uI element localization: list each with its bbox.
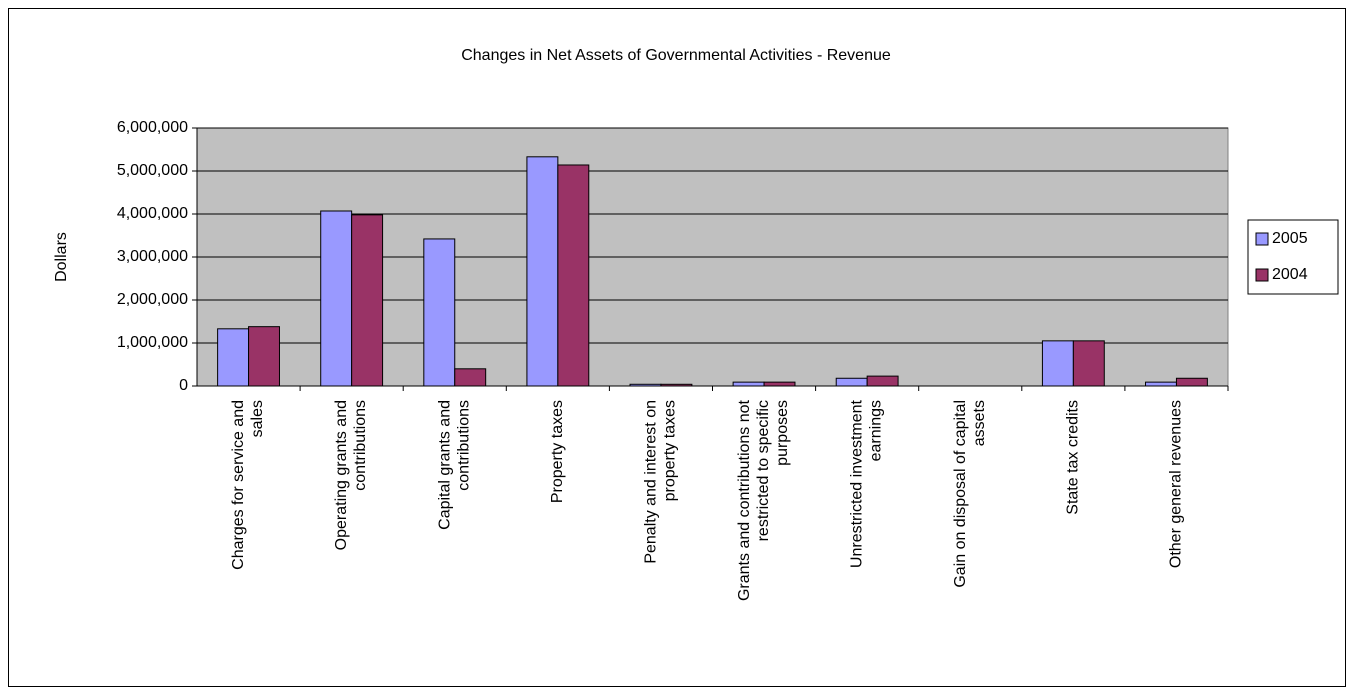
legend-label: 2004 [1272, 266, 1308, 283]
x-tick-label: Other general revenues [1168, 400, 1185, 568]
bar [1041, 340, 1074, 387]
y-tick-label: 4,000,000 [117, 205, 188, 222]
bar [763, 381, 796, 387]
bar [351, 214, 384, 387]
legend-swatch [1255, 232, 1269, 246]
y-tick-label: 6,000,000 [117, 119, 188, 136]
legend-swatch [1255, 268, 1269, 282]
legend-label: 2005 [1272, 230, 1308, 247]
bar [1145, 381, 1177, 387]
bar [423, 238, 456, 387]
x-tick-label: Grants and contributions not restricted t… [736, 399, 791, 601]
y-tick-label: 1,000,000 [117, 334, 188, 351]
x-tick-label: Unrestricted investment earnings [849, 399, 885, 568]
x-tick-label: Charges for service and sales [230, 400, 266, 570]
bar [320, 210, 353, 387]
y-axis-label: Dollars [53, 232, 70, 282]
y-tick-label: 0 [179, 377, 188, 394]
y-tick-label: 5,000,000 [117, 162, 188, 179]
y-tick-label: 2,000,000 [117, 291, 188, 308]
bar [660, 383, 693, 387]
bar [1072, 340, 1105, 387]
bar [454, 368, 487, 387]
legend-box [1247, 219, 1339, 295]
x-tick-label: Penalty and interest on property taxes [643, 400, 679, 564]
y-tick-label: 3,000,000 [117, 248, 188, 265]
bar [629, 383, 662, 387]
chart-title: Changes in Net Assets of Governmental Ac… [461, 47, 891, 64]
x-tick-label: Capital grants and contributions [436, 400, 472, 530]
x-tick-label: Property taxes [549, 400, 566, 503]
bar [1175, 377, 1208, 387]
bar [248, 326, 280, 387]
bar [835, 377, 868, 387]
bar [732, 381, 765, 387]
bar [866, 375, 899, 387]
x-tick-label: Operating grants and contributions [333, 400, 369, 550]
x-tick-label: Gain on disposal of capital assets [952, 400, 988, 588]
bar [557, 164, 590, 387]
bar [526, 156, 559, 387]
x-tick-label: State tax credits [1065, 400, 1082, 515]
bar [217, 328, 250, 387]
